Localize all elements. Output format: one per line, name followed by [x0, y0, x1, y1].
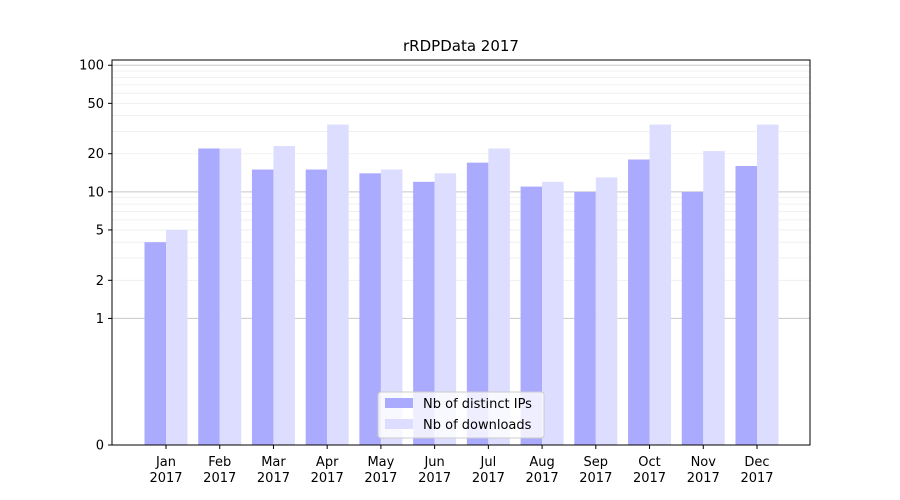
bar-distinct-ips [359, 173, 381, 445]
x-axis-ticks: Jan2017Feb2017Mar2017Apr2017May2017Jun20… [149, 445, 774, 486]
bar-downloads [703, 151, 725, 445]
x-tick-label-year: 2017 [740, 471, 773, 486]
legend-box [377, 391, 545, 439]
x-tick-label-month: Jul [480, 455, 497, 470]
x-tick-label-year: 2017 [579, 471, 612, 486]
y-tick-label: 20 [87, 147, 104, 162]
y-axis-ticks: 0 1 2 5 10 20 50 100 [79, 59, 112, 454]
bar-downloads [649, 124, 672, 445]
bar-downloads [327, 124, 349, 445]
bar-distinct-ips [305, 169, 328, 445]
bar-downloads [595, 177, 618, 446]
legend-swatch-distinct-ips [385, 398, 413, 408]
bar-distinct-ips [628, 159, 650, 445]
bar-distinct-ips [198, 148, 220, 445]
bar-downloads [542, 181, 564, 445]
legend-label-downloads: Nb of downloads [423, 418, 532, 433]
x-tick-label-year: 2017 [472, 471, 505, 486]
x-tick-label-year: 2017 [526, 471, 559, 486]
bar-downloads [219, 148, 242, 445]
bar-distinct-ips [574, 191, 596, 445]
bar-downloads [380, 169, 403, 445]
x-tick-label-year: 2017 [203, 471, 236, 486]
bar-distinct-ips [466, 162, 489, 445]
legend-swatch-downloads [385, 419, 413, 429]
y-tick-label: 10 [87, 185, 104, 200]
plot-frame [111, 59, 811, 446]
legend-label-distinct-ips: Nb of distinct IPs [423, 397, 532, 412]
legend: Nb of distinct IPs Nb of downloads [377, 391, 545, 439]
bar-downloads [434, 173, 457, 445]
x-tick-label-year: 2017 [687, 471, 720, 486]
x-tick-label-year: 2017 [149, 471, 182, 486]
bar-downloads [273, 146, 295, 445]
y-tick-label: 1 [96, 312, 104, 327]
chart-title: rRDPData 2017 [403, 37, 519, 55]
x-tick-label-year: 2017 [364, 471, 397, 486]
y-tick-label: 5 [96, 223, 104, 238]
x-tick-label-month: Jan [155, 455, 176, 470]
x-tick-label-month: Oct [638, 455, 660, 470]
y-tick-label: 50 [87, 97, 104, 112]
bar-distinct-ips [251, 169, 274, 445]
bar-distinct-ips [681, 191, 704, 445]
bar-downloads [757, 124, 779, 445]
y-tick-label: 0 [96, 439, 104, 454]
bar-distinct-ips [735, 165, 757, 446]
x-tick-label-month: Apr [316, 455, 339, 470]
bar-distinct-ips [144, 242, 166, 445]
x-tick-label-month: Mar [261, 455, 286, 470]
x-tick-label-year: 2017 [311, 471, 344, 486]
x-tick-label-month: Aug [529, 455, 554, 470]
x-tick-label-month: Nov [691, 455, 717, 470]
bar-downloads [488, 148, 510, 445]
bar-downloads [166, 229, 188, 445]
x-tick-label-year: 2017 [633, 471, 666, 486]
x-tick-label-month: Sep [584, 455, 609, 470]
x-tick-label-month: Dec [744, 455, 769, 470]
x-tick-label-year: 2017 [257, 471, 290, 486]
x-tick-label-month: May [367, 455, 394, 470]
bar-distinct-ips [413, 181, 435, 445]
y-tick-label: 2 [96, 274, 104, 289]
x-tick-label-month: Jun [423, 455, 444, 470]
bar-distinct-ips [520, 186, 543, 446]
x-tick-label-month: Feb [208, 455, 231, 470]
bars [144, 124, 779, 446]
y-tick-label: 100 [79, 59, 104, 74]
x-tick-label-year: 2017 [418, 471, 451, 486]
